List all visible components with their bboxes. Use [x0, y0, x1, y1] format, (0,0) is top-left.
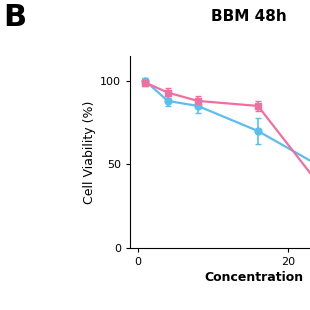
Y-axis label: Cell Viability (%): Cell Viability (%) [83, 100, 96, 204]
Text: B: B [3, 3, 26, 32]
X-axis label: Concentration: Concentration [205, 271, 304, 284]
Text: BBM 48h: BBM 48h [211, 9, 286, 24]
